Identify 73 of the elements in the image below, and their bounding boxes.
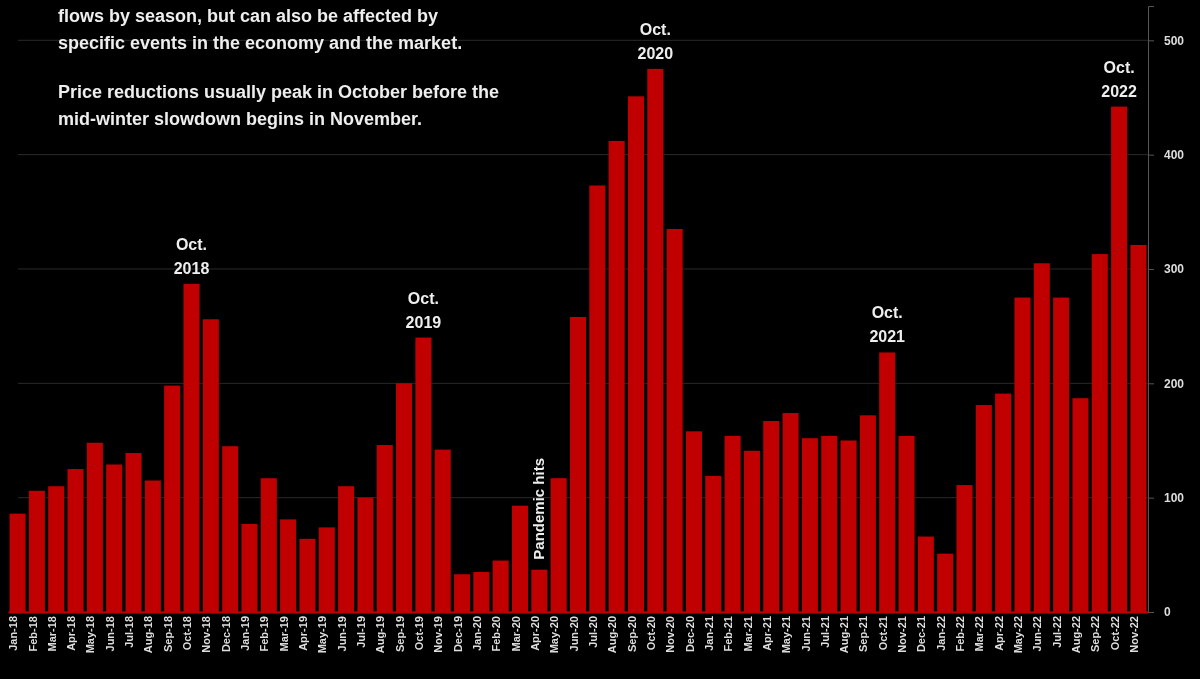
x-tick-label: Jul-19 xyxy=(355,616,368,648)
annotation: flows by season, but can also be affected by specific events in the economy and the market. xyxy=(58,6,463,53)
x-tick-label: May-18 xyxy=(84,616,97,654)
x-tick-label: Oct-19 xyxy=(413,616,425,651)
annotation: Oct. 2019 xyxy=(405,289,442,331)
x-tick-label: Jul-21 xyxy=(818,616,831,648)
x-tick-label: Feb-22 xyxy=(954,616,967,652)
x-tick-label: May-21 xyxy=(780,616,793,654)
x-tick-label: Jun-22 xyxy=(1031,616,1044,652)
x-tick-label: Oct-20 xyxy=(644,616,657,651)
x-tick-label: Apr-20 xyxy=(528,616,541,651)
x-tick-label: Jan-20 xyxy=(470,616,483,651)
annotation: Price reductions usually peak in October before the mid-winter slowdown begins in November. xyxy=(58,82,500,129)
x-tick-label: Aug-20 xyxy=(606,616,619,654)
x-tick-label: Jan-18 xyxy=(7,616,20,651)
x-tick-label: Aug-18 xyxy=(142,616,155,654)
x-tick-label: Oct-21 xyxy=(876,616,889,651)
x-tick-label: Sep-19 xyxy=(393,616,406,653)
x-tick-label: Apr-19 xyxy=(297,616,310,651)
x-tick-label: Sep-18 xyxy=(161,616,174,653)
x-tick-label: Jun-20 xyxy=(567,616,580,652)
annotation: Oct. 2020 xyxy=(637,20,674,62)
x-tick-label: Nov-20 xyxy=(664,616,677,653)
x-tick-label: Jul-18 xyxy=(123,616,136,648)
x-tick-label: Sep-22 xyxy=(1089,616,1102,653)
x-tick-label: Jan-21 xyxy=(702,616,715,651)
x-tick-label: Sep-20 xyxy=(625,616,638,653)
x-tick-label: Dec-21 xyxy=(915,616,928,653)
x-tick-label: Nov-19 xyxy=(432,616,445,653)
x-tick-label: Feb-21 xyxy=(722,616,735,652)
x-tick-label: May-19 xyxy=(316,616,329,654)
x-tick-label: Jun-19 xyxy=(335,616,348,652)
x-tick-label: Nov-21 xyxy=(896,616,909,653)
x-tick-label: Jun-18 xyxy=(103,616,116,652)
y-tick-label: 100 xyxy=(1164,491,1185,505)
x-tick-label: Jul-22 xyxy=(1050,616,1063,648)
annotation: Oct. 2018 xyxy=(173,235,210,277)
x-tick-label: Mar-21 xyxy=(741,616,754,652)
x-tick-label: Nov-18 xyxy=(200,616,213,653)
y-tick-label: 200 xyxy=(1164,376,1185,391)
x-tick-label: Feb-19 xyxy=(258,616,271,652)
x-tick-label: Mar-20 xyxy=(509,616,522,652)
x-tick-label: Apr-18 xyxy=(65,616,78,651)
x-tick-label: Mar-18 xyxy=(45,616,58,652)
y-tick-label: 400 xyxy=(1164,147,1185,162)
y-tick-label: 0 xyxy=(1164,605,1171,620)
x-tick-label: Jan-19 xyxy=(239,616,252,651)
annotation: Oct. 2021 xyxy=(869,304,906,346)
x-tick-label: Feb-20 xyxy=(490,616,503,652)
x-tick-label: May-20 xyxy=(548,616,561,654)
annotation: Oct. 2022 xyxy=(1101,58,1138,100)
annotation: Pandemic hits xyxy=(530,457,548,560)
x-tick-label: Mar-22 xyxy=(973,616,986,652)
x-tick-label: May-22 xyxy=(1012,616,1025,654)
x-tick-label: Aug-19 xyxy=(374,616,387,654)
y-tick-label: 500 xyxy=(1164,33,1185,48)
x-tick-label: Nov-22 xyxy=(1128,616,1141,653)
x-tick-label: Jun-21 xyxy=(799,616,812,652)
x-tick-label: Dec-19 xyxy=(451,616,464,653)
x-tick-label: Oct-18 xyxy=(181,616,194,651)
x-tick-label: Feb-18 xyxy=(26,616,39,652)
x-tick-label: Aug-21 xyxy=(838,616,851,654)
x-tick-label: Aug-22 xyxy=(1070,616,1083,654)
x-tick-label: Jul-20 xyxy=(586,616,599,648)
x-tick-label: Mar-19 xyxy=(277,616,290,652)
x-tick-label: Dec-18 xyxy=(219,616,232,653)
x-tick-label: Oct-22 xyxy=(1108,616,1121,651)
x-tick-label: Jan-22 xyxy=(934,616,947,651)
x-tick-label: Apr-21 xyxy=(760,616,773,651)
y-tick-label: 300 xyxy=(1164,262,1185,277)
x-tick-label: Sep-21 xyxy=(857,616,870,653)
x-tick-label: Apr-22 xyxy=(992,616,1005,651)
x-tick-label: Dec-20 xyxy=(683,616,696,653)
